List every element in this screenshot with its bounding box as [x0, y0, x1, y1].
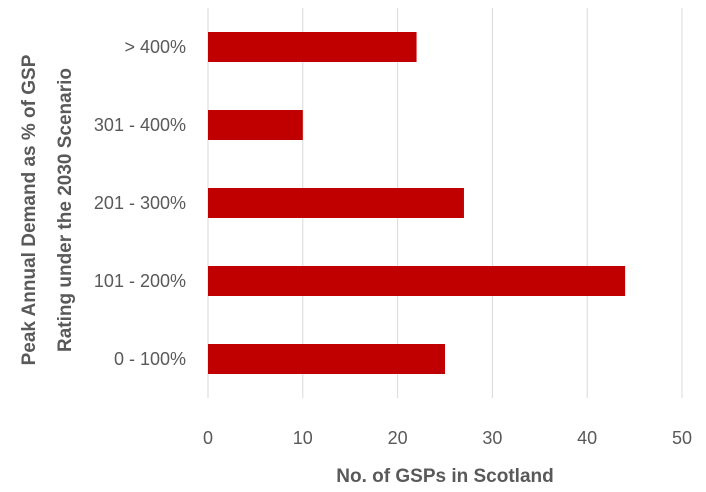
bar	[208, 32, 417, 62]
x-axis-title: No. of GSPs in Scotland	[336, 466, 553, 487]
y-tick-label: 0 - 100%	[114, 349, 186, 369]
y-tick-label: 101 - 200%	[94, 271, 186, 291]
x-axis-tick-labels: 0 10 20 30 40 50	[203, 428, 692, 448]
y-axis-tick-labels: 0 - 100% 101 - 200% 201 - 300% 301 - 400% > …	[94, 37, 186, 369]
x-tick-label: 40	[577, 428, 597, 448]
y-axis-title-line-2: Rating under the 2030 Scenario	[55, 68, 76, 352]
bar	[208, 344, 445, 374]
y-tick-label: 201 - 300%	[94, 193, 186, 213]
y-axis-title: Peak Annual Demand as % of GSP Rating un…	[19, 54, 76, 365]
x-tick-label: 20	[388, 428, 408, 448]
bar	[208, 188, 464, 218]
bar	[208, 266, 626, 296]
x-tick-label: 0	[203, 428, 213, 448]
y-tick-label: > 400%	[124, 37, 186, 57]
x-tick-label: 50	[672, 428, 692, 448]
x-tick-label: 10	[293, 428, 313, 448]
x-tick-label: 30	[482, 428, 502, 448]
y-tick-label: 301 - 400%	[94, 115, 186, 135]
bar	[208, 110, 303, 140]
y-axis-title-line-1: Peak Annual Demand as % of GSP	[19, 54, 40, 365]
bars	[208, 32, 626, 374]
